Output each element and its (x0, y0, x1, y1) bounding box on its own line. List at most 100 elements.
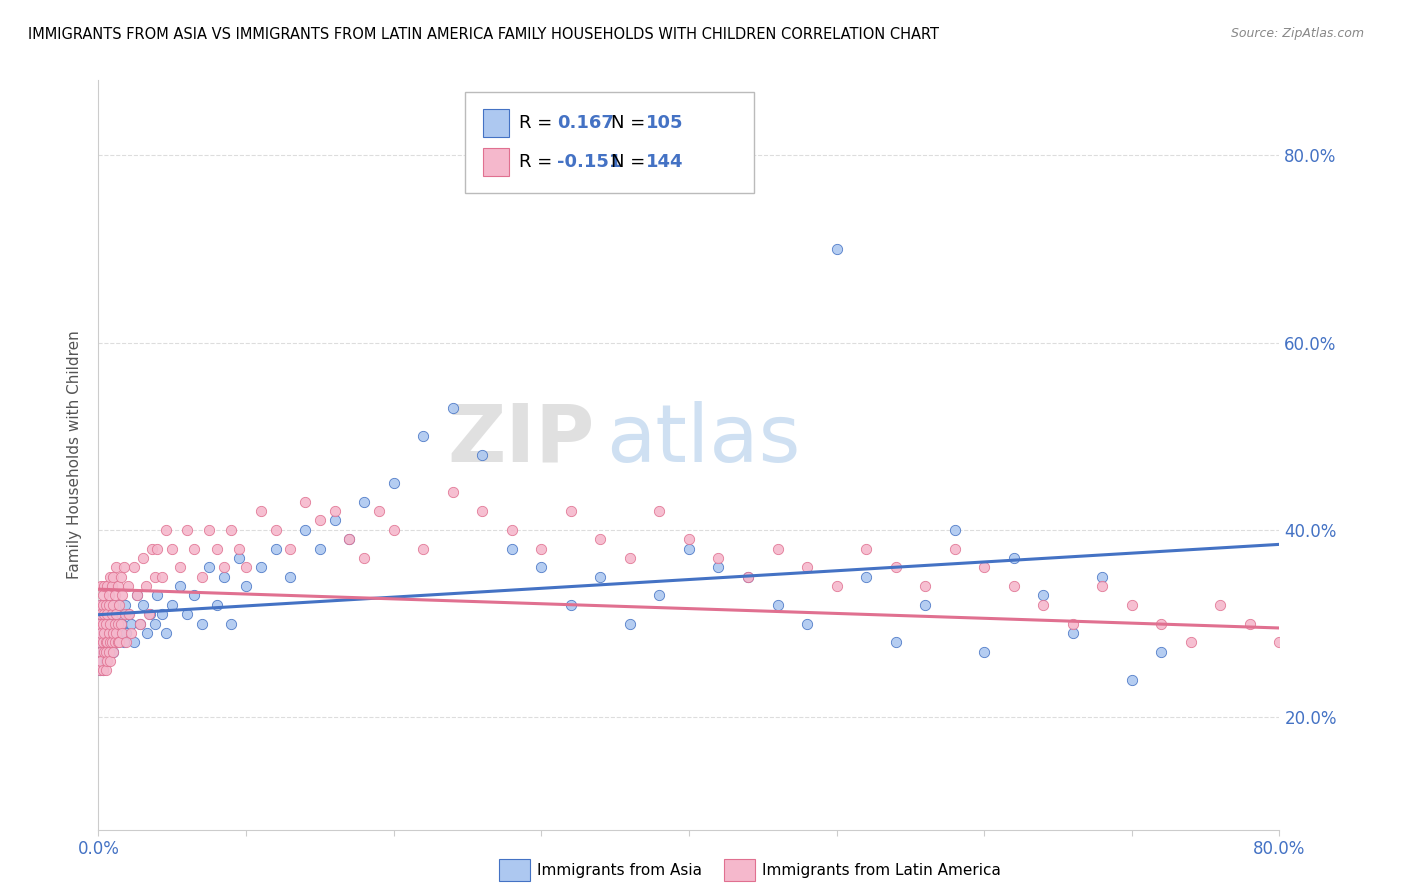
Point (89, 598, 111, 612)
Point (91, 635, 114, 649)
Point (471, 504, 494, 518)
Point (93, 644, 115, 658)
Point (176, 523, 198, 537)
Point (1121, 598, 1143, 612)
Point (825, 242, 848, 256)
Point (112, 635, 135, 649)
Point (1357, 635, 1379, 649)
Point (90, 644, 112, 658)
Point (1239, 616, 1261, 631)
Point (93, 607, 115, 621)
Point (1002, 579, 1025, 593)
Point (648, 504, 671, 518)
Point (1209, 598, 1232, 612)
Point (155, 523, 177, 537)
Point (1062, 616, 1084, 631)
Point (100, 579, 122, 593)
Point (235, 560, 257, 574)
Point (118, 607, 141, 621)
Point (264, 523, 287, 537)
Point (90, 579, 112, 593)
Point (382, 523, 405, 537)
Point (115, 626, 138, 640)
Point (441, 401, 464, 416)
Point (766, 598, 789, 612)
Point (198, 523, 221, 537)
Point (110, 607, 132, 621)
Text: N =: N = (612, 114, 651, 132)
Point (339, 532, 361, 546)
Point (104, 635, 127, 649)
Point (914, 579, 936, 593)
Point (103, 598, 125, 612)
Text: N =: N = (612, 153, 651, 171)
Point (97, 598, 120, 612)
Point (89, 664, 111, 678)
Point (89, 664, 111, 678)
Point (111, 589, 134, 603)
Point (91, 598, 114, 612)
Point (100, 644, 122, 658)
Point (94, 664, 117, 678)
Point (94, 644, 117, 658)
Point (93, 626, 115, 640)
Point (191, 616, 214, 631)
FancyBboxPatch shape (484, 109, 509, 137)
Point (294, 523, 316, 537)
Point (97, 644, 120, 658)
Point (96, 607, 118, 621)
Point (943, 541, 966, 556)
Point (1121, 673, 1143, 687)
Point (105, 560, 128, 574)
Point (198, 560, 221, 574)
Point (1032, 589, 1054, 603)
Point (619, 616, 641, 631)
Point (589, 570, 612, 584)
Point (114, 598, 136, 612)
Point (100, 616, 122, 631)
Point (97, 598, 120, 612)
Point (90, 607, 112, 621)
Point (96, 635, 118, 649)
Point (530, 560, 553, 574)
Y-axis label: Family Households with Children: Family Households with Children (67, 331, 83, 579)
Point (91, 607, 114, 621)
Point (707, 551, 730, 566)
Point (108, 635, 131, 649)
Point (766, 541, 789, 556)
Point (100, 607, 122, 621)
Point (94, 616, 117, 631)
Point (353, 494, 375, 508)
Point (103, 570, 125, 584)
Point (136, 626, 159, 640)
Point (104, 635, 127, 649)
Point (884, 560, 907, 574)
Point (1091, 570, 1114, 584)
Point (132, 598, 155, 612)
Point (128, 616, 150, 631)
Point (117, 579, 139, 593)
Point (107, 635, 129, 649)
Point (1327, 616, 1350, 631)
Point (150, 570, 173, 584)
Point (176, 607, 198, 621)
Point (368, 504, 391, 518)
Point (221, 616, 243, 631)
Point (1150, 616, 1173, 631)
Point (105, 607, 128, 621)
Point (125, 589, 148, 603)
Point (914, 598, 936, 612)
Point (94, 616, 117, 631)
Point (212, 570, 235, 584)
Point (323, 504, 346, 518)
FancyBboxPatch shape (464, 92, 754, 193)
Point (737, 570, 759, 584)
Point (97, 589, 120, 603)
Text: Immigrants from Latin America: Immigrants from Latin America (762, 863, 1001, 878)
Text: R =: R = (519, 153, 558, 171)
Point (115, 635, 138, 649)
Point (103, 626, 125, 640)
Text: ZIP: ZIP (447, 401, 595, 479)
Point (707, 560, 730, 574)
Point (110, 570, 132, 584)
